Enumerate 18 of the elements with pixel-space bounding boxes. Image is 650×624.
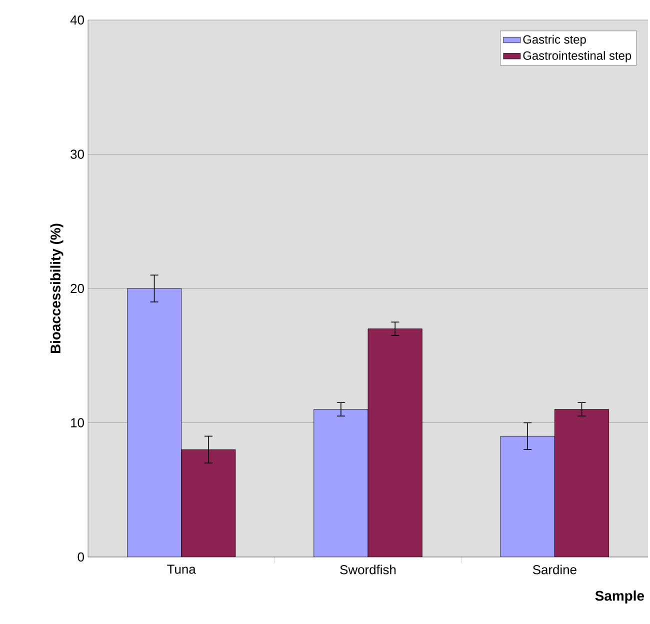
bar (181, 449, 236, 557)
x-tick-label: Swordfish (340, 564, 396, 574)
legend-label: Gastric step (523, 34, 586, 46)
x-tick-label: Tuna (167, 564, 196, 574)
x-tick-label: Sardine (532, 564, 576, 574)
bar (314, 409, 368, 557)
y-tick-label: 10 (71, 418, 84, 428)
bar (554, 409, 610, 557)
y-axis-title: Bioaccessibility (%) (50, 224, 64, 354)
bar (500, 436, 555, 557)
y-tick-label: 20 (70, 284, 84, 294)
y-tick-label: 30 (70, 150, 84, 159)
legend-label: Gastrointestinal step (523, 51, 632, 62)
y-tick-label: 40 (70, 15, 84, 25)
x-axis-title: Sample (595, 590, 644, 604)
bar (368, 328, 422, 557)
bar (127, 288, 182, 557)
y-tick-label: 0 (78, 552, 84, 562)
